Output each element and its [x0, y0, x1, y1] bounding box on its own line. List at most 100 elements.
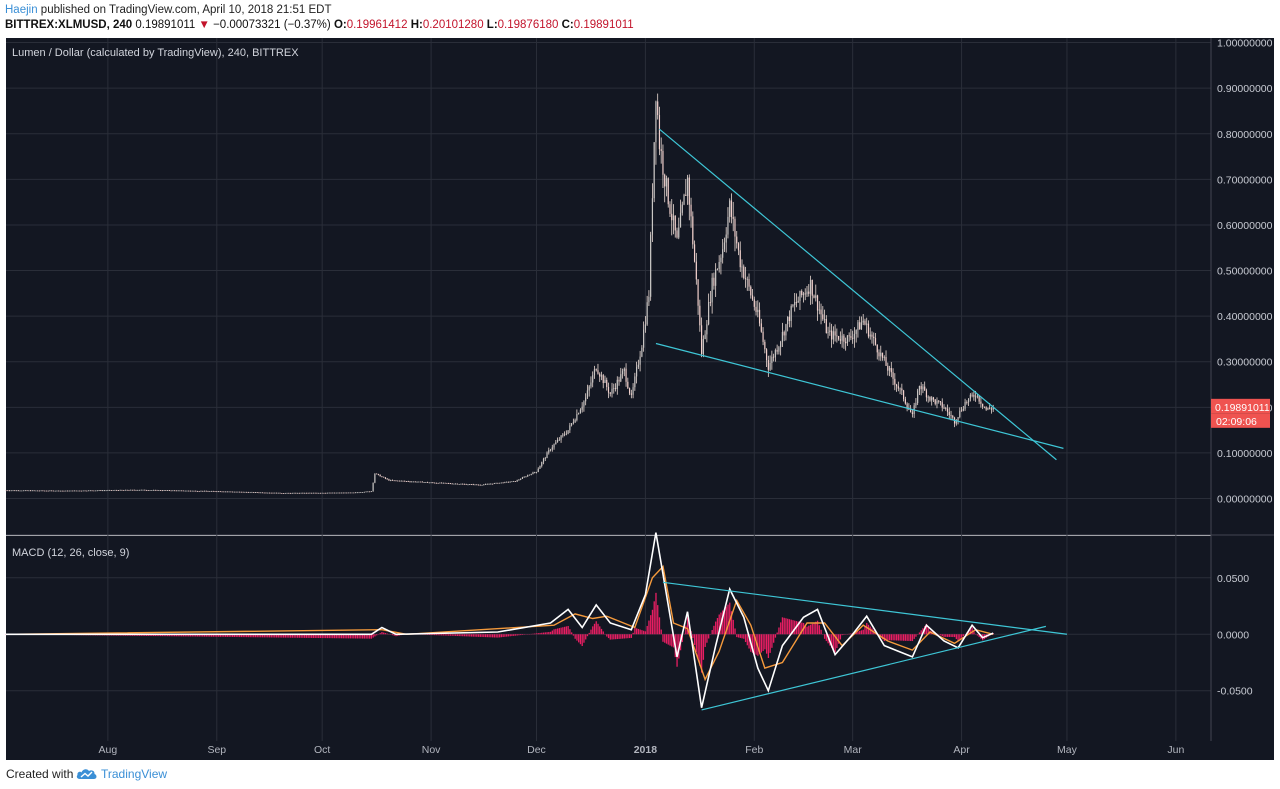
- histogram-bar: [347, 634, 350, 639]
- candle-body: [767, 360, 769, 370]
- histogram-bar: [383, 632, 385, 635]
- histogram-bar: [462, 634, 464, 637]
- candle-body: [161, 490, 163, 492]
- histogram-bar: [504, 634, 506, 637]
- candle-body: [181, 490, 183, 492]
- histogram-bar: [165, 634, 167, 637]
- histogram-bar: [384, 633, 387, 635]
- candle-body: [486, 483, 488, 485]
- histogram-bar: [925, 623, 928, 635]
- macd-line: [6, 532, 994, 708]
- candle-body: [45, 490, 48, 492]
- candle-body: [186, 490, 188, 492]
- histogram-bar: [760, 634, 763, 653]
- histogram-bar: [651, 609, 654, 635]
- histogram-bar: [583, 634, 585, 643]
- y-tick-label: 0.30000000: [1217, 357, 1273, 369]
- candle-body: [941, 402, 943, 408]
- candle-body: [193, 490, 195, 492]
- histogram-bar: [648, 620, 650, 635]
- candle-body: [660, 149, 662, 151]
- candle-body: [751, 295, 754, 300]
- candle-body: [268, 492, 271, 494]
- candle-body: [549, 449, 552, 451]
- candle-body: [456, 483, 459, 485]
- histogram-bar: [189, 634, 192, 637]
- candle-body: [982, 403, 984, 407]
- candle-body: [704, 334, 706, 340]
- histogram-bar: [669, 634, 671, 646]
- candle-body: [321, 492, 323, 494]
- histogram-bar: [560, 627, 562, 635]
- histogram-bar: [207, 634, 209, 637]
- candle-body: [210, 491, 213, 492]
- histogram-bar: [535, 633, 538, 635]
- histogram-bar: [799, 622, 801, 635]
- candle-body: [209, 491, 211, 492]
- histogram-bar: [903, 634, 905, 641]
- candle-body: [653, 142, 655, 199]
- chart-area[interactable]: Aug Sep Oct Nov Dec 2018 Feb Mar Apr May Jun 1.0000…: [0, 38, 1280, 760]
- histogram-bar: [428, 634, 431, 635]
- tradingview-cloud-icon[interactable]: [76, 767, 98, 785]
- candle-body: [628, 388, 631, 394]
- candle-body: [829, 330, 831, 333]
- candle-body: [140, 489, 142, 491]
- candle-body: [866, 323, 868, 325]
- histogram-bar: [448, 634, 450, 636]
- candle-body: [38, 490, 40, 492]
- candle-body: [539, 465, 541, 469]
- candle-body: [606, 379, 608, 387]
- candle-body: [581, 406, 583, 410]
- candle-body: [946, 408, 949, 412]
- candle-body: [388, 479, 390, 481]
- histogram-bar: [205, 634, 207, 637]
- histogram-bar: [625, 634, 627, 639]
- candle-body: [212, 491, 214, 492]
- candle-body: [195, 490, 197, 492]
- candle-body: [121, 489, 123, 491]
- candle-body: [618, 379, 620, 382]
- candle-body: [319, 492, 322, 494]
- candle-body: [669, 204, 671, 214]
- histogram-bar: [237, 634, 239, 638]
- candle-body: [672, 215, 675, 221]
- histogram-bar: [497, 634, 499, 638]
- candle-body: [430, 482, 432, 484]
- candle-body: [737, 243, 740, 251]
- candle-body: [240, 491, 242, 493]
- histogram-bar: [744, 634, 747, 643]
- candle-body: [903, 390, 905, 400]
- candle-body: [432, 482, 434, 484]
- histogram-bar: [644, 631, 647, 635]
- candle-body: [491, 483, 494, 485]
- candle-body: [156, 489, 158, 491]
- chart-canvas[interactable]: Aug Sep Oct Nov Dec 2018 Feb Mar Apr May Jun 1.0000…: [0, 38, 1280, 760]
- candle-body: [876, 344, 878, 353]
- histogram-bar: [660, 629, 662, 635]
- histogram-bar: [883, 634, 885, 642]
- candle-body: [750, 286, 752, 296]
- candle-body: [216, 491, 218, 493]
- candle-body: [562, 434, 564, 436]
- histogram-bar: [767, 634, 770, 658]
- histogram-bar: [386, 633, 388, 635]
- candle-body: [470, 484, 473, 486]
- candle-body: [769, 362, 771, 370]
- candle-body: [332, 492, 334, 494]
- author-link[interactable]: Haejin: [5, 4, 38, 16]
- candle-body: [957, 417, 959, 421]
- candle-body: [648, 296, 650, 303]
- candle-body: [182, 490, 185, 492]
- candle-body: [920, 386, 922, 390]
- candle-body: [370, 491, 372, 493]
- histogram-bar: [945, 634, 947, 637]
- histogram-bar: [182, 634, 185, 637]
- tradingview-brand[interactable]: TradingView: [101, 767, 168, 781]
- histogram-bar: [788, 619, 791, 635]
- histogram-bar: [170, 634, 172, 637]
- close-value: 0.19891011: [573, 19, 634, 31]
- candle-body: [773, 356, 775, 358]
- candle-body: [82, 490, 84, 492]
- histogram-bar: [467, 634, 469, 637]
